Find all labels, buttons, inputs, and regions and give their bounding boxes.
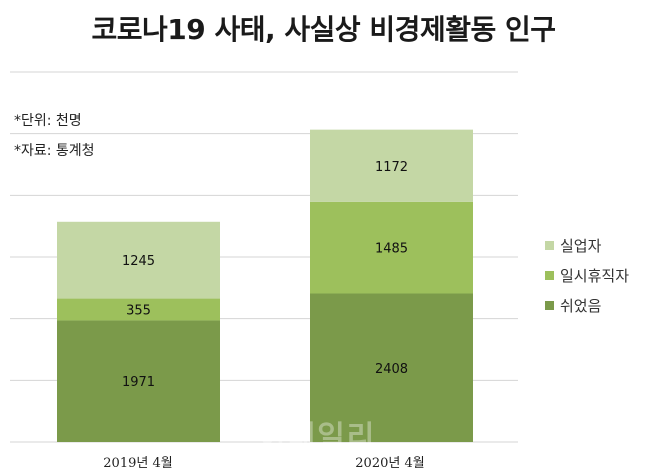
data-label-1-1: 1485 <box>375 242 408 257</box>
x-tick-label-2020: 2020년 4월 <box>355 456 425 471</box>
legend-label-resting: 쉬었음 <box>560 296 602 315</box>
legend-item-unemployed: 실업자 <box>545 230 629 260</box>
legend-label-temporary-leave: 일시휴직자 <box>560 266 630 285</box>
watermark-logo: 이데일리 <box>258 420 377 455</box>
bar-temporary-leave-0 <box>57 298 220 321</box>
data-label-0-0: 1971 <box>122 375 155 390</box>
legend-item-resting: 쉬었음 <box>545 290 629 320</box>
x-tick-label-2019: 2019년 4월 <box>103 456 173 471</box>
legend-swatch-unemployed <box>545 240 554 250</box>
legend-label-unemployed: 실업자 <box>560 236 602 255</box>
source-note: *자료: 통계청 <box>14 143 95 159</box>
data-label-2-0: 1245 <box>122 254 155 269</box>
legend-swatch-temporary-leave <box>545 270 554 280</box>
bar-unemployed-1 <box>310 129 473 202</box>
data-label-0-1: 2408 <box>375 362 408 377</box>
chart-title: 코로나19 사태, 사실상 비경제활동 인구 <box>91 13 557 46</box>
legend-swatch-resting <box>545 300 554 310</box>
data-label-2-1: 1172 <box>375 160 408 175</box>
data-label-1-0: 355 <box>126 304 151 319</box>
bar-unemployed-0 <box>57 221 220 299</box>
bar-resting-0 <box>57 320 220 442</box>
unit-note: *단위: 천명 <box>14 113 82 129</box>
bar-resting-1 <box>310 293 473 442</box>
legend: 실업자 일시휴직자 쉬었음 <box>545 230 629 320</box>
bar-temporary-leave-1 <box>310 201 473 294</box>
legend-item-temporary-leave: 일시휴직자 <box>545 260 629 290</box>
